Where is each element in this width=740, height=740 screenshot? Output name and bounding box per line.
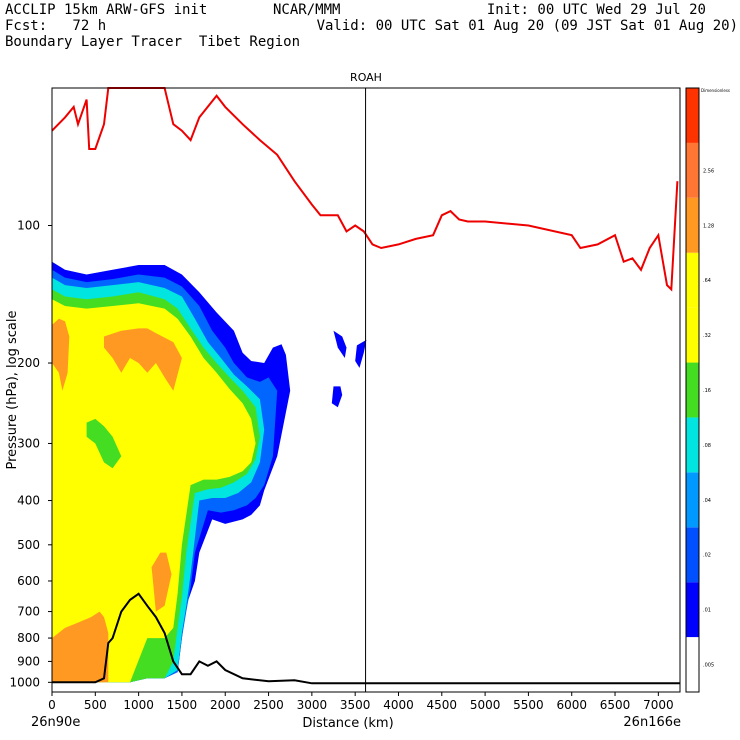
colorbar-label: .02 (703, 553, 711, 559)
colorbar-swatch (686, 472, 699, 528)
colorbar-label: .64 (703, 278, 711, 284)
colorbar-swatch (686, 307, 699, 363)
y-tick-label: 100 (17, 219, 40, 233)
colorbar-label: .08 (703, 443, 711, 449)
colorbar-label: .01 (703, 608, 711, 614)
header-valid-time: Valid: 00 UTC Sat 01 Aug 20 (09 JST Sat … (316, 18, 738, 34)
x-tick-label: 7000 (643, 698, 674, 712)
tracer-region-level6 (52, 318, 70, 391)
colorbar: .005 .01 .02 .04 .08 .16 .32 .64 1.28 2.56 Dimensi… (685, 87, 730, 693)
y-tick-label: 600 (17, 574, 40, 588)
x-tick-label: 2500 (253, 698, 284, 712)
chart-title: ROAH (350, 71, 382, 84)
colorbar-swatch (686, 88, 699, 143)
header-forecast-hour: Fcst: 72 h (5, 18, 107, 34)
colorbar-label: 1.28 (703, 223, 714, 229)
tropopause-line (51, 87, 679, 292)
tracer-region-level5 (52, 299, 256, 683)
y-tick-label: 400 (17, 494, 40, 508)
x-start-label: 26n90e (31, 715, 80, 730)
tracer-region-level1 (331, 386, 343, 408)
colorbar-swatch (686, 362, 699, 418)
y-axis-label: Pressure (hPa), log scale (5, 311, 20, 470)
x-tick-label: 4000 (383, 698, 414, 712)
y-tick-label: 200 (17, 356, 40, 370)
colorbar-label: 2.56 (703, 168, 714, 174)
tracer-region-level1 (355, 339, 367, 368)
x-axis-label: Distance (km) (302, 716, 393, 731)
y-tick-label: 800 (17, 631, 40, 645)
header-field-name: Boundary Layer Tracer Tibet Region (5, 34, 301, 50)
x-tick-label: 1500 (167, 698, 198, 712)
colorbar-swatch (686, 252, 699, 308)
x-tick-label: 3500 (340, 698, 371, 712)
y-axis: 100 200 300 400 500 600 700 800 900 1000 (9, 219, 52, 689)
x-tick-label: 5500 (513, 698, 544, 712)
x-end-label: 26n166e (623, 715, 681, 730)
x-tick-label: 3000 (297, 698, 328, 712)
colorbar-swatch (686, 582, 699, 638)
tracer-fill-layer (52, 261, 367, 683)
y-tick-label: 700 (17, 605, 40, 619)
tracer-region-level6 (104, 328, 182, 391)
header-org: NCAR/MMM (273, 2, 341, 18)
x-tick-label: 1000 (123, 698, 154, 712)
x-tick-label: 5000 (470, 698, 501, 712)
x-tick-label: 500 (84, 698, 107, 712)
tracer-region-level4 (86, 418, 122, 469)
x-tick-label: 6000 (556, 698, 587, 712)
colorbar-frame (685, 87, 700, 693)
header-title: ACCLIP 15km ARW-GFS init (5, 2, 208, 18)
y-tick-label: 500 (17, 538, 40, 552)
colorbar-swatch (686, 417, 699, 473)
colorbar-label: .32 (703, 333, 711, 339)
tracer-region-level1 (333, 330, 347, 358)
x-tick-label: 2000 (210, 698, 241, 712)
x-tick-label: 6500 (600, 698, 631, 712)
tracer-region-level6 (151, 552, 172, 612)
x-tick-label: 0 (48, 698, 56, 712)
colorbar-swatch (686, 527, 699, 583)
x-axis: 0 500 1000 1500 2000 2500 3000 3500 4000 4500 5000… (48, 692, 674, 712)
header-init-time: Init: 00 UTC Wed 29 Jul 20 (486, 2, 706, 18)
colorbar-label: .16 (703, 388, 711, 394)
y-tick-label: 1000 (9, 675, 40, 689)
y-tick-label: 300 (17, 436, 40, 450)
colorbar-label: .04 (703, 498, 711, 504)
colorbar-swatch (686, 142, 699, 198)
y-tick-label: 900 (17, 654, 40, 668)
tracer-region-level6 (52, 611, 109, 683)
x-tick-label: 4500 (427, 698, 458, 712)
terrain-line (52, 592, 680, 685)
colorbar-title: Dimensionless (701, 88, 730, 93)
colorbar-label: .005 (703, 663, 714, 669)
colorbar-swatch (686, 637, 699, 692)
colorbar-swatch (686, 197, 699, 253)
